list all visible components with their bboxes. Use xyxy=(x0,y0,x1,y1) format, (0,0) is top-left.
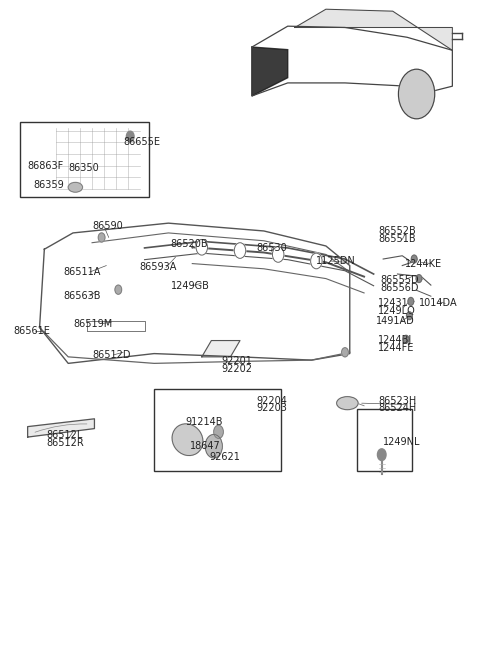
Text: 1244KE: 1244KE xyxy=(405,259,442,269)
Circle shape xyxy=(342,348,348,357)
Text: 86556D: 86556D xyxy=(381,283,420,293)
Bar xyxy=(21,122,149,197)
Text: 86552B: 86552B xyxy=(378,226,416,236)
Circle shape xyxy=(416,274,422,282)
Text: 86530: 86530 xyxy=(257,243,288,253)
Polygon shape xyxy=(295,9,452,50)
Text: 1125DN: 1125DN xyxy=(316,256,356,266)
Circle shape xyxy=(98,233,105,242)
Circle shape xyxy=(196,240,207,255)
Text: 92202: 92202 xyxy=(221,364,252,374)
Text: 86512L: 86512L xyxy=(47,430,83,440)
Ellipse shape xyxy=(68,182,83,192)
Circle shape xyxy=(214,425,223,438)
Text: 86512R: 86512R xyxy=(47,438,84,448)
Circle shape xyxy=(403,335,409,343)
Text: 1244FE: 1244FE xyxy=(378,343,415,353)
Text: 86561E: 86561E xyxy=(13,326,50,336)
Text: 92203: 92203 xyxy=(257,403,288,413)
Text: 86593A: 86593A xyxy=(140,263,177,272)
Text: 86523H: 86523H xyxy=(378,396,417,405)
Text: 86519M: 86519M xyxy=(73,318,112,329)
Text: 1491AD: 1491AD xyxy=(376,316,415,326)
Circle shape xyxy=(234,243,246,258)
Circle shape xyxy=(205,434,222,458)
Text: 86350: 86350 xyxy=(68,162,99,173)
Text: 92201: 92201 xyxy=(221,356,252,366)
Circle shape xyxy=(377,449,386,460)
Text: 86590: 86590 xyxy=(92,221,123,231)
Text: 86512D: 86512D xyxy=(92,350,131,360)
Text: 1244BJ: 1244BJ xyxy=(378,335,413,345)
Circle shape xyxy=(407,312,412,320)
Bar xyxy=(357,409,412,471)
Text: 91214B: 91214B xyxy=(185,417,223,427)
Circle shape xyxy=(408,297,414,305)
Text: 1249NL: 1249NL xyxy=(383,437,420,447)
Text: 86863F: 86863F xyxy=(28,160,64,171)
Text: 86655E: 86655E xyxy=(123,137,160,147)
Text: 1014DA: 1014DA xyxy=(419,299,457,309)
Circle shape xyxy=(273,247,284,262)
Text: 86511A: 86511A xyxy=(63,267,101,277)
Ellipse shape xyxy=(172,424,203,455)
Circle shape xyxy=(311,253,322,269)
Text: 86520B: 86520B xyxy=(171,239,208,249)
Text: 12431: 12431 xyxy=(378,299,409,309)
Text: 1249GB: 1249GB xyxy=(171,281,210,291)
Text: 86563B: 86563B xyxy=(63,291,101,301)
Text: 18647: 18647 xyxy=(190,441,221,451)
Polygon shape xyxy=(28,419,95,437)
Polygon shape xyxy=(202,341,240,357)
Circle shape xyxy=(411,255,417,263)
Circle shape xyxy=(115,285,121,294)
Circle shape xyxy=(398,69,435,119)
Text: 86524H: 86524H xyxy=(378,403,417,413)
Bar xyxy=(154,390,281,471)
Ellipse shape xyxy=(336,397,358,409)
Text: 92621: 92621 xyxy=(209,452,240,462)
Text: 92204: 92204 xyxy=(257,396,288,405)
Polygon shape xyxy=(252,47,288,96)
Text: 1249LQ: 1249LQ xyxy=(378,306,416,316)
Circle shape xyxy=(126,131,134,141)
Text: 86555D: 86555D xyxy=(381,275,420,285)
Text: 86359: 86359 xyxy=(34,180,65,191)
Text: 86551B: 86551B xyxy=(378,234,416,244)
